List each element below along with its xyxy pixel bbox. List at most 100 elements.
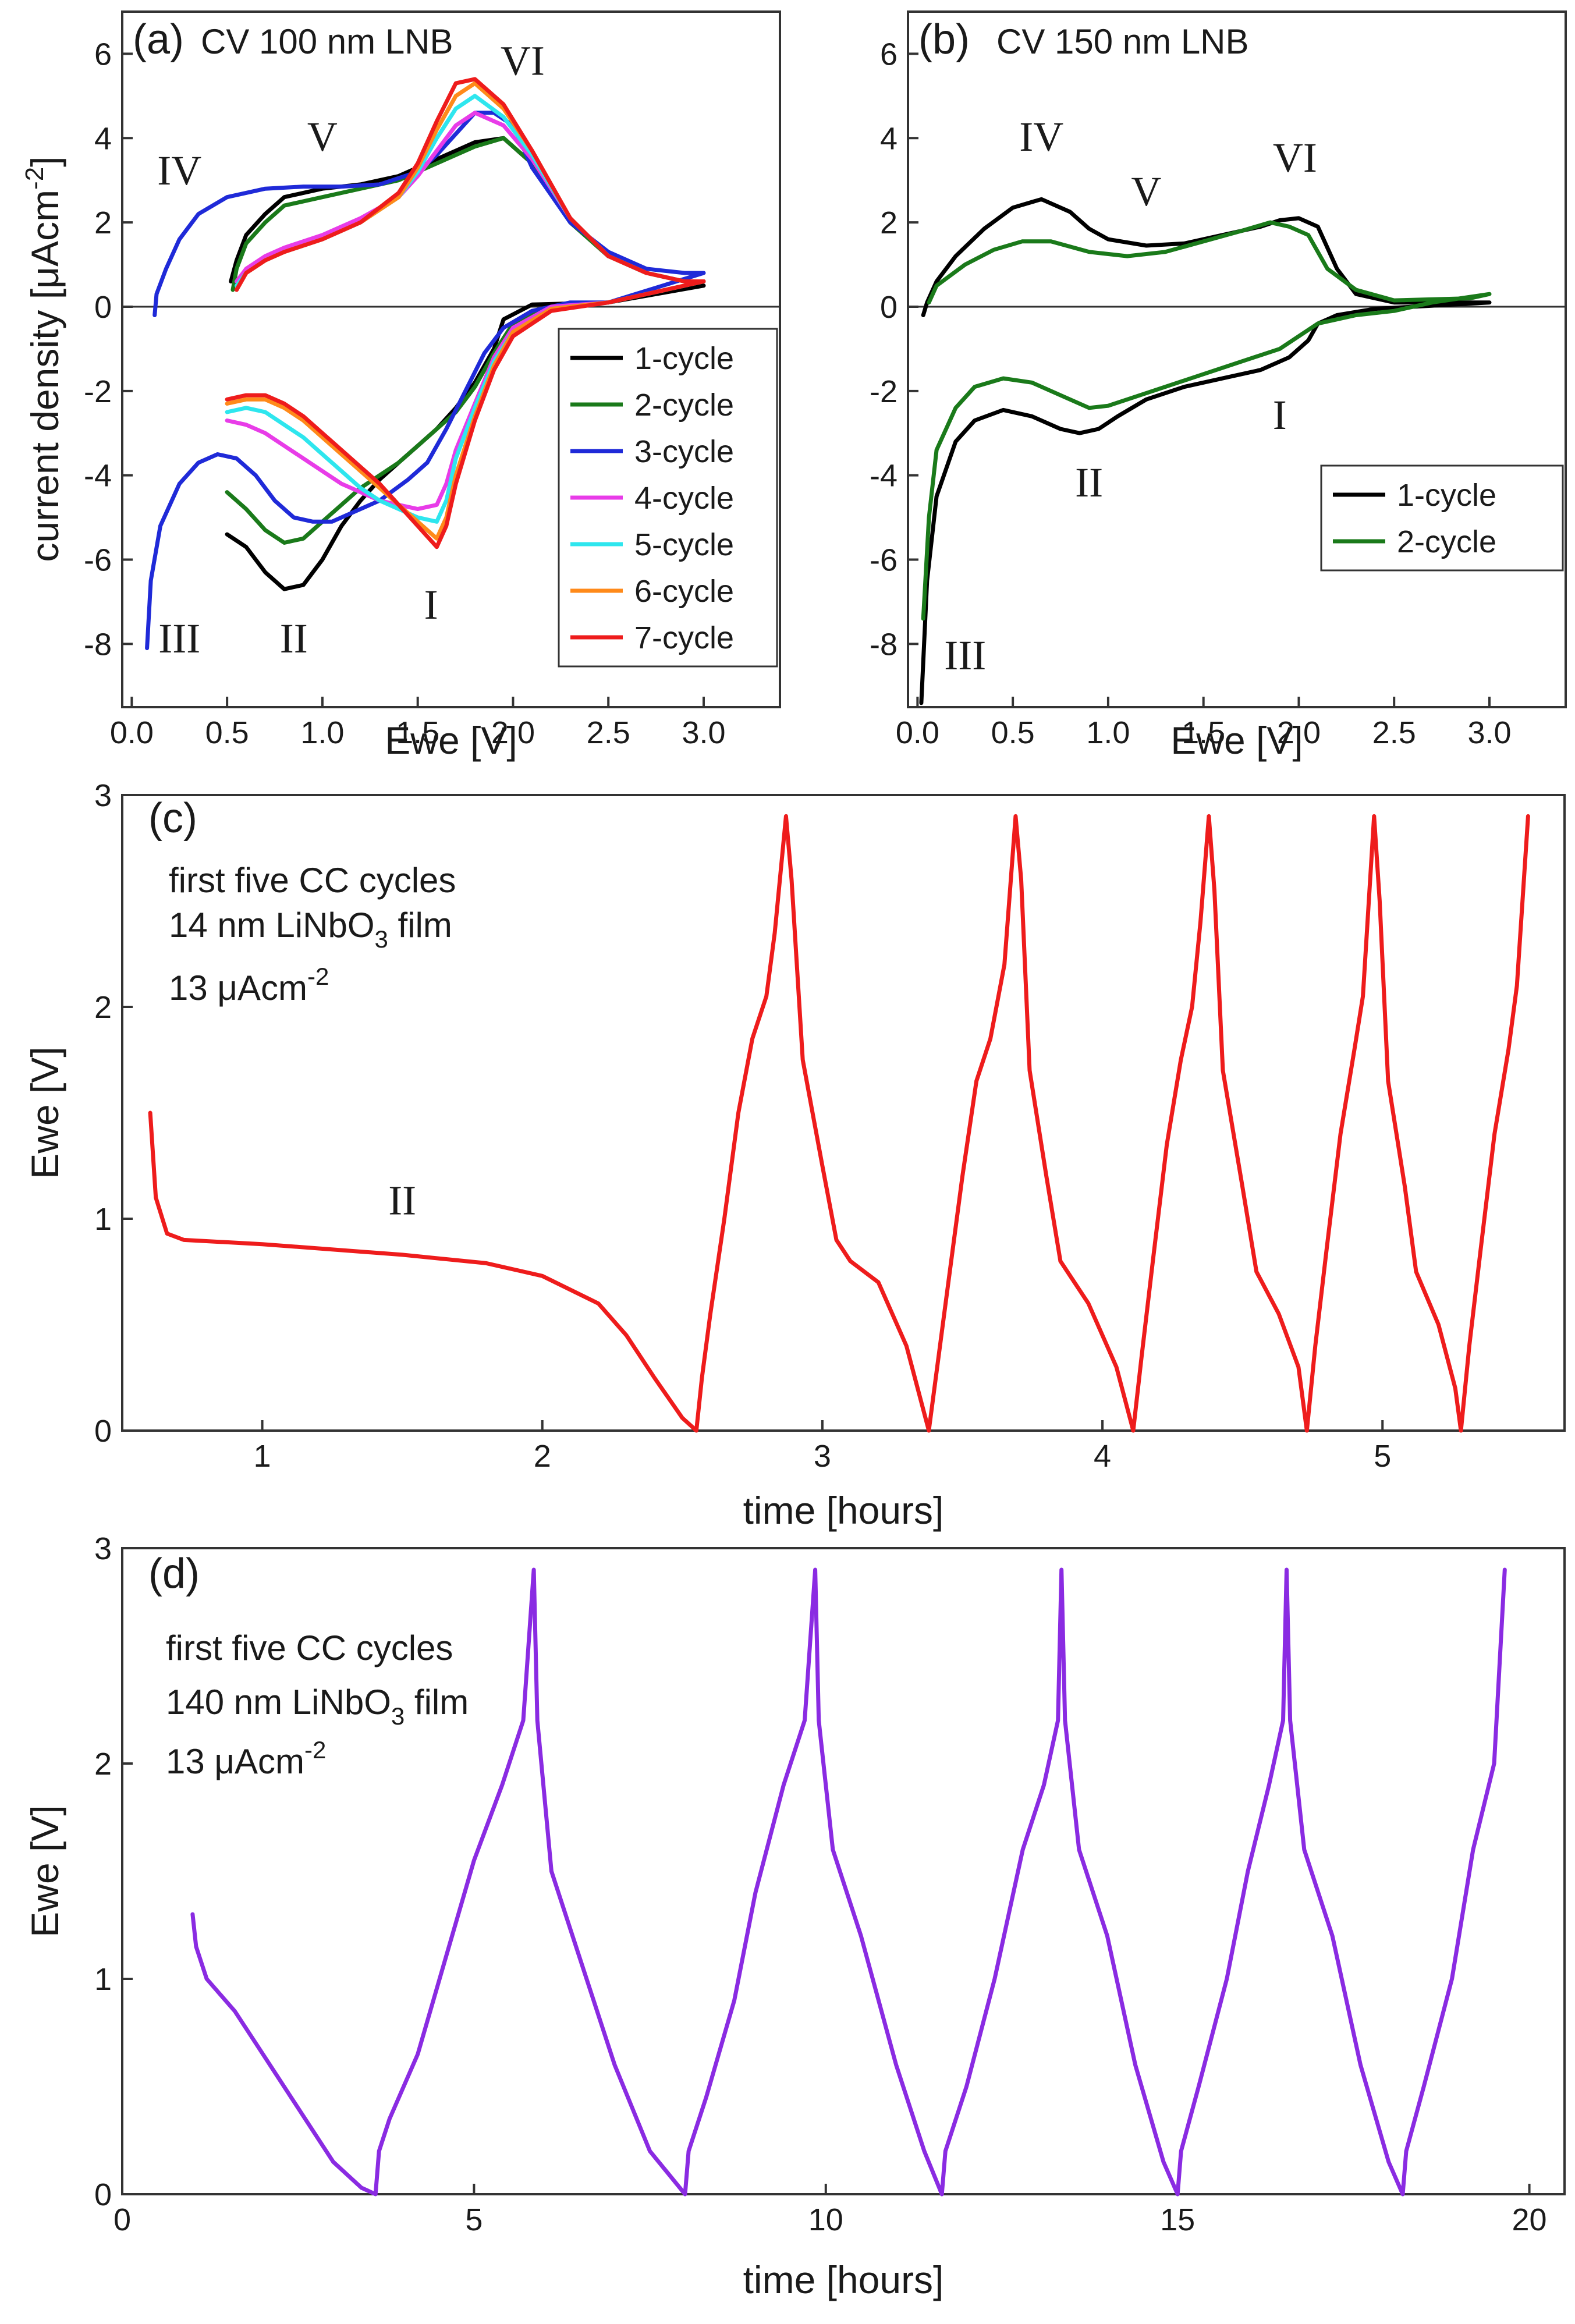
series-line-a-7 xyxy=(225,77,706,549)
y-tick-label-b: 6 xyxy=(880,37,898,72)
y-tick-label-a: 2 xyxy=(94,205,112,240)
legend-label-a-3: 3-cycle xyxy=(634,434,734,469)
x-tick-label-b: 1.5 xyxy=(1182,715,1225,750)
x-tick-label-c: 2 xyxy=(534,1439,551,1474)
legend-label-b-1: 1-cycle xyxy=(1397,478,1496,513)
y-tick-label-d: 0 xyxy=(94,2177,112,2212)
x-tick-label-a: 0.5 xyxy=(205,715,249,750)
info-text-c-l3sup: -2 xyxy=(307,963,329,990)
y-axis-label-c: Ewe [V] xyxy=(23,1046,66,1179)
info-text-c-line1: first five CC cycles xyxy=(169,861,456,900)
peak-label-b-5: II xyxy=(1075,459,1103,506)
legend-label-b-2: 2-cycle xyxy=(1397,524,1496,559)
series-line-c-1 xyxy=(148,814,1530,1433)
x-tick-label-c: 5 xyxy=(1374,1439,1391,1474)
y-tick-label-a: 0 xyxy=(94,290,112,325)
panel-label-c: (c) xyxy=(148,795,197,842)
y-tick-label-a: -2 xyxy=(84,374,112,409)
x-tick-label-d: 0 xyxy=(113,2202,131,2237)
x-tick-label-b: 3.0 xyxy=(1467,715,1511,750)
x-tick-label-c: 1 xyxy=(254,1439,271,1474)
y-tick-label-c: 2 xyxy=(94,990,112,1025)
x-tick-label-a: 2.0 xyxy=(491,715,535,750)
legend-b: 1-cycle 2-cycle xyxy=(1320,464,1564,572)
axis-ticks-d: 0 5 10 15 20 0 1 2 3 xyxy=(94,1531,1547,2237)
x-tick-label-d: 10 xyxy=(808,2202,843,2237)
legend-label-a-2: 2-cycle xyxy=(634,388,734,423)
x-tick-label-d: 5 xyxy=(465,2202,483,2237)
series-group-d xyxy=(190,1567,1507,2197)
y-tick-label-a: -8 xyxy=(84,627,112,662)
x-tick-label-a: 0.0 xyxy=(110,715,154,750)
y-tick-label-a: 6 xyxy=(94,37,112,72)
y-tick-label-c: 3 xyxy=(94,778,112,813)
legend-label-a-7: 7-cycle xyxy=(634,620,734,655)
series-group-a xyxy=(145,77,706,651)
series-group-b xyxy=(919,197,1492,705)
peak-label-a-4: III xyxy=(158,615,200,662)
legend-label-a-5: 5-cycle xyxy=(634,527,734,562)
y-tick-label-a: -4 xyxy=(84,459,112,494)
peak-label-b-6: III xyxy=(944,632,986,679)
plot-frame-b xyxy=(907,10,1567,708)
info-text-d-l3a: 13 μAcm xyxy=(166,1742,304,1781)
x-tick-label-a: 3.0 xyxy=(682,715,725,750)
axis-ticks-c: 1 2 3 4 5 0 1 2 3 xyxy=(94,778,1391,1474)
x-axis-label-b: Ewe [V] xyxy=(1170,719,1303,762)
legend-a: 1-cycle 2-cycle 3-cycle 4-cycle 5-cycle 6-cyc… xyxy=(558,328,778,668)
legend-label-a-4: 4-cycle xyxy=(634,481,734,516)
info-text-d-l2a: 140 nm LiNbO xyxy=(166,1683,391,1722)
y-tick-label-b: -6 xyxy=(870,543,898,578)
series-line-d-1 xyxy=(190,1567,1507,2197)
x-axis-label-c: time [hours] xyxy=(743,1489,944,1532)
peak-label-a-3: VI xyxy=(501,38,545,84)
x-tick-label-c: 3 xyxy=(814,1439,831,1474)
axis-ticks-a: 0.0 0.5 1.0 1.5 2.0 2.5 3.0 -8 -6 -4 -2 0 2 4 6 xyxy=(84,37,780,750)
y-tick-label-c: 1 xyxy=(94,1202,112,1237)
annotations-c: II xyxy=(388,1177,416,1224)
panel-label-a: (a) xyxy=(133,16,184,63)
info-text-d-line1: first five CC cycles xyxy=(166,1628,453,1667)
series-line-b-2 xyxy=(921,220,1492,621)
panel-title-b: CV 150 nm LNB xyxy=(996,22,1249,61)
x-axis-label-a: Ewe [V] xyxy=(385,719,517,762)
peak-label-b-4: I xyxy=(1273,392,1287,438)
plot-frame-a xyxy=(121,10,781,708)
info-text-c-line3: 13 μAcm-2 xyxy=(169,963,329,1007)
panel-label-d: (d) xyxy=(148,1550,200,1597)
x-tick-label-b: 0.0 xyxy=(896,715,939,750)
y-tick-label-c: 0 xyxy=(94,1414,112,1449)
y-axis-label-d: Ewe [V] xyxy=(23,1805,66,1937)
plot-frame-c xyxy=(121,794,1566,1432)
peak-label-b-1: IV xyxy=(1019,113,1063,160)
y-axis-label-a: current density [μAcm-2] xyxy=(20,156,66,562)
x-tick-label-a: 2.5 xyxy=(587,715,630,750)
y-tick-label-a: 4 xyxy=(94,121,112,156)
peak-label-a-6: I xyxy=(424,581,438,628)
peak-label-a-1: IV xyxy=(157,147,201,194)
panel-a: 0.0 0.5 1.0 1.5 2.0 2.5 3.0 -8 -6 -4 -2 0 2 4 6 IV V VI I… xyxy=(20,10,781,762)
legend-label-a-1: 1-cycle xyxy=(634,341,734,376)
y-axis-label-a-sup: -2 xyxy=(20,167,49,190)
x-tick-label-c: 4 xyxy=(1094,1439,1111,1474)
series-group-c xyxy=(148,814,1530,1433)
info-text-c-l2b: film xyxy=(388,906,452,945)
y-tick-label-a: -6 xyxy=(84,543,112,578)
info-text-c-line2: 14 nm LiNbO3 film xyxy=(169,906,452,953)
peak-label-a-2: V xyxy=(307,113,338,160)
legend-box-b xyxy=(1320,464,1564,572)
x-tick-label-d: 20 xyxy=(1512,2202,1547,2237)
peak-label-c-1: II xyxy=(388,1177,416,1224)
y-tick-label-d: 3 xyxy=(94,1531,112,1566)
x-tick-label-a: 1.5 xyxy=(396,715,439,750)
info-text-d-line2: 140 nm LiNbO3 film xyxy=(166,1683,469,1730)
y-tick-label-b: -8 xyxy=(870,627,898,662)
peak-label-b-3: VI xyxy=(1273,134,1317,181)
x-tick-label-a: 1.0 xyxy=(300,715,344,750)
x-tick-label-b: 2.0 xyxy=(1277,715,1321,750)
plot-frame-d xyxy=(121,1547,1566,2195)
panel-title-a: CV 100 nm LNB xyxy=(201,22,453,61)
x-tick-label-d: 15 xyxy=(1160,2202,1195,2237)
